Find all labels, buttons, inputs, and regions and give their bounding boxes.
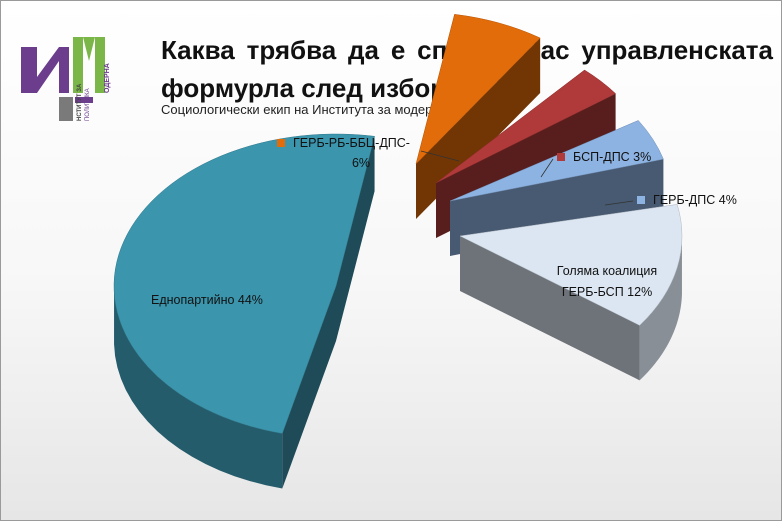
pie-slice-cut — [416, 37, 541, 219]
page-subtitle: Социологически екип на Института за моде… — [161, 102, 506, 117]
data-label-golyama-2: ГЕРБ-БСП 12% — [562, 285, 652, 299]
data-label-ednopartiyno: Еднопартийно 44% — [151, 293, 263, 307]
svg-text:ОДЕРНА: ОДЕРНА — [104, 63, 111, 93]
svg-text:ПОЛИТИКА: ПОЛИТИКА — [85, 88, 91, 121]
pie-slice — [415, 14, 541, 220]
data-label-gerb-dps: ГЕРБ-ДПС 4% — [653, 193, 737, 207]
pie-slice-top — [459, 204, 683, 326]
data-value-gerb-rb: 6% — [352, 156, 370, 170]
pie-slice-top — [435, 69, 617, 184]
pie-slice — [459, 204, 683, 381]
pie-slice-top — [415, 14, 541, 165]
svg-text:НСТИТУТ ЗА: НСТИТУТ ЗА — [77, 83, 83, 121]
pie-slice-top — [449, 120, 664, 202]
leader-line — [420, 150, 460, 162]
data-label-bsp-dps: БСП-ДПС 3% — [573, 150, 651, 164]
leader-line — [604, 200, 634, 206]
legend-swatch-gerb-rb — [277, 139, 285, 147]
leader-line — [540, 158, 554, 178]
pie-slice-cut — [282, 286, 336, 489]
pie-slice-side — [639, 239, 682, 381]
data-label-gerb-rb: ГЕРБ-РБ-ББЦ-ДПС- — [293, 136, 410, 150]
imp-logo: ОДЕРНА НСТИТУТ ЗА ПОЛИТИКА — [21, 37, 111, 121]
legend-swatch-bsp-dps — [557, 153, 565, 161]
data-label-golyama-1: Голяма коалиция — [557, 264, 657, 278]
pie-slice — [113, 133, 375, 489]
legend-swatch-gerb-dps — [637, 196, 645, 204]
pie-slice-cut — [336, 136, 375, 341]
pie-slice-side — [114, 289, 283, 489]
pie-slice-cut — [460, 236, 640, 381]
